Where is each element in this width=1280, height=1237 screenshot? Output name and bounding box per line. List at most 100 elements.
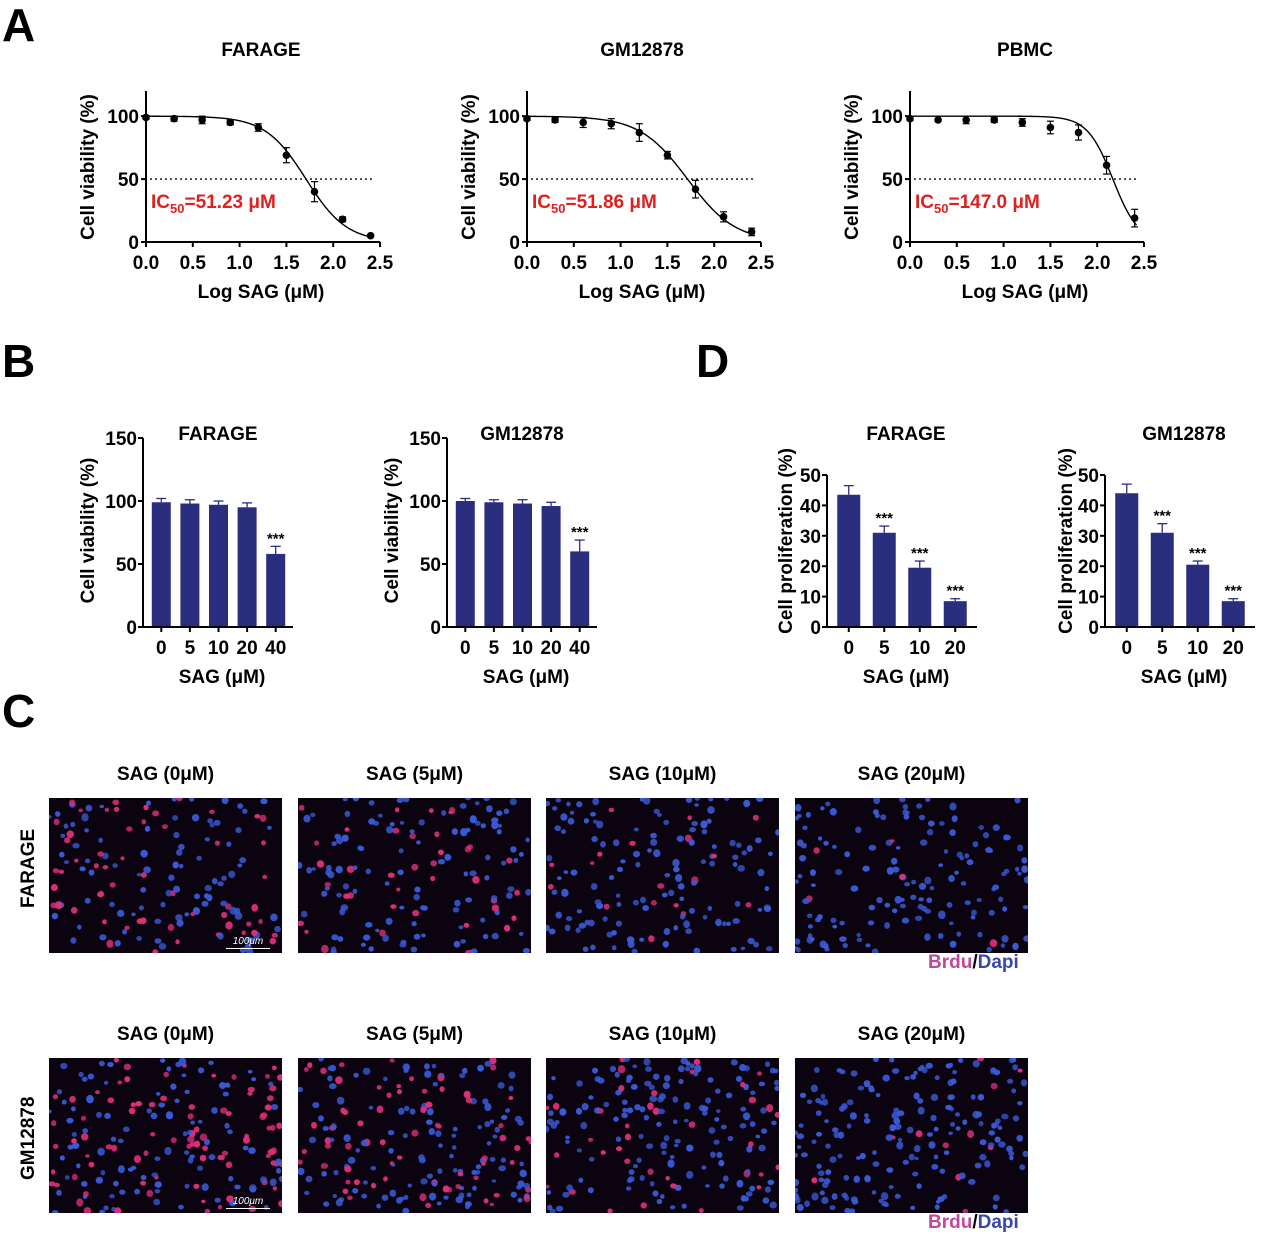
dapi-nucleus [546, 924, 550, 932]
dapi-nucleus [939, 1168, 946, 1174]
dapi-nucleus [930, 1114, 937, 1122]
brdu-nucleus [52, 868, 59, 874]
brdu-nucleus [464, 845, 472, 853]
data-marker [1130, 214, 1139, 222]
dapi-nucleus [87, 1073, 95, 1080]
dapi-nucleus [188, 798, 195, 802]
brdu-nucleus [775, 1164, 779, 1171]
dapi-nucleus [900, 897, 905, 902]
dapi-nucleus [708, 1127, 716, 1134]
dapi-legend-label: Dapi [977, 952, 1019, 973]
brdu-nucleus [298, 804, 305, 811]
dapi-nucleus [929, 886, 935, 891]
dapi-nucleus [155, 1092, 161, 1096]
dapi-nucleus [368, 946, 374, 952]
dapi-nucleus [170, 1083, 177, 1090]
dapi-nucleus [154, 918, 162, 924]
significance-marker: *** [1224, 583, 1242, 600]
dapi-nucleus [470, 948, 478, 953]
brdu-nucleus [55, 901, 63, 910]
dapi-nucleus [892, 866, 900, 873]
dapi-nucleus [384, 881, 390, 886]
dapi-nucleus [130, 1165, 137, 1171]
brdu-nucleus [140, 1180, 147, 1186]
brdu-nucleus [597, 851, 603, 857]
dapi-nucleus [611, 945, 617, 951]
dapi-nucleus [683, 1118, 689, 1123]
dapi-nucleus [67, 1144, 74, 1150]
brdu-nucleus [430, 875, 436, 882]
dapi-nucleus [829, 808, 837, 816]
dapi-nucleus [727, 1135, 734, 1142]
dapi-nucleus [891, 1068, 900, 1074]
dapi-nucleus [616, 866, 624, 873]
dapi-nucleus [377, 813, 383, 818]
dapi-nucleus [685, 1061, 691, 1066]
brdu-nucleus [324, 1143, 332, 1149]
dapi-nucleus [390, 1163, 396, 1167]
y-tick-label: 20 [1078, 557, 1099, 578]
dapi-nucleus [825, 801, 831, 807]
dapi-nucleus [517, 1119, 524, 1126]
dapi-nucleus [775, 829, 779, 836]
brdu-nucleus [117, 1080, 123, 1085]
dapi-nucleus [71, 1132, 77, 1137]
brdu-nucleus [335, 1076, 343, 1085]
brdu-nucleus [241, 930, 246, 936]
dapi-nucleus [251, 1077, 257, 1082]
dapi-nucleus [173, 885, 180, 893]
brdu-nucleus [298, 920, 304, 927]
dapi-nucleus [623, 1058, 630, 1062]
dapi-nucleus [549, 1208, 556, 1213]
micrograph-image [795, 1058, 1028, 1213]
dapi-nucleus [459, 803, 467, 809]
brdu-nucleus [231, 1074, 237, 1080]
dapi-nucleus [146, 1108, 152, 1114]
dapi-nucleus [331, 934, 339, 941]
dapi-nucleus [635, 861, 641, 868]
brdu-nucleus [217, 1205, 223, 1210]
dapi-nucleus [829, 1156, 837, 1163]
dapi-nucleus [483, 798, 490, 802]
dapi-nucleus [109, 901, 115, 907]
brdu-nucleus [247, 1091, 253, 1096]
dapi-nucleus [331, 841, 337, 847]
dapi-nucleus [892, 908, 898, 914]
dapi-nucleus [725, 1092, 733, 1099]
dapi-nucleus [857, 1085, 865, 1091]
dapi-nucleus [760, 1107, 767, 1114]
data-point [579, 116, 587, 129]
dapi-nucleus [933, 1154, 939, 1160]
dapi-nucleus [768, 851, 773, 856]
dapi-nucleus [661, 1150, 667, 1155]
micrograph-title: SAG (20μM) [857, 1024, 966, 1045]
dapi-nucleus [802, 898, 810, 905]
dapi-nucleus [616, 902, 622, 907]
brdu-nucleus [243, 1136, 250, 1144]
brdu-nucleus [124, 925, 130, 930]
dapi-nucleus [821, 1098, 829, 1106]
dapi-nucleus [1012, 942, 1019, 951]
scale-bar-label: 100μm [232, 1196, 264, 1207]
dapi-nucleus [899, 903, 906, 909]
brdu-nucleus [135, 1101, 142, 1107]
dapi-nucleus [165, 889, 173, 897]
y-tick-label: 30 [1078, 527, 1099, 548]
dapi-nucleus [894, 1193, 901, 1199]
x-tick-label: 5 [489, 638, 500, 659]
dapi-nucleus [762, 1197, 770, 1204]
brdu-nucleus [109, 882, 116, 888]
brdu-nucleus [387, 872, 395, 878]
dapi-nucleus [962, 1119, 968, 1125]
dapi-nucleus [222, 1091, 229, 1097]
dapi-nucleus [103, 1080, 109, 1085]
y-tick-label: 0 [810, 618, 821, 639]
dapi-nucleus [934, 1075, 940, 1081]
dapi-nucleus [901, 917, 910, 924]
dapi-nucleus [508, 1085, 514, 1092]
dapi-nucleus [71, 1106, 76, 1112]
bar-group: *** 10 [908, 545, 932, 659]
dapi-nucleus [701, 1165, 707, 1170]
dapi-nucleus [621, 1099, 628, 1105]
